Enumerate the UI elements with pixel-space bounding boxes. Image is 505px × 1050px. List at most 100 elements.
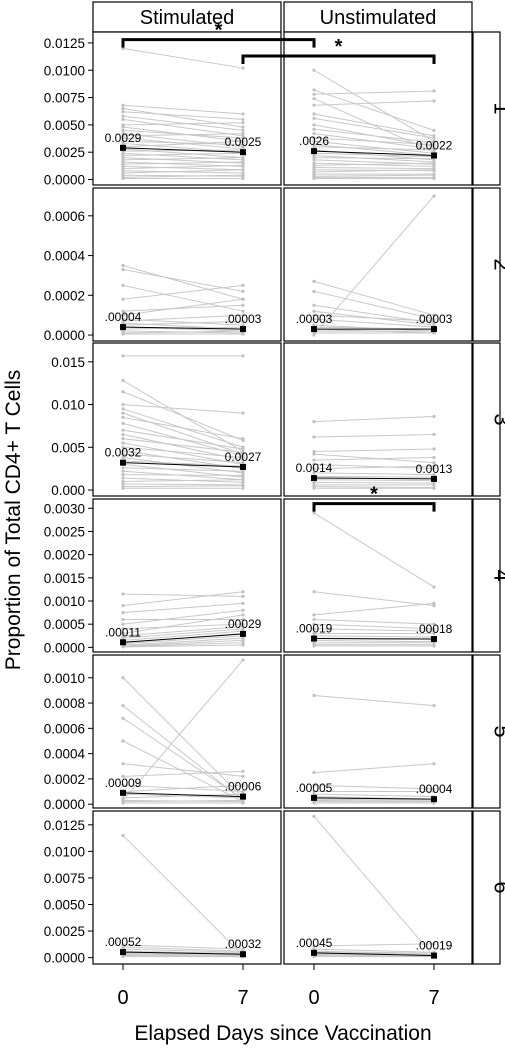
mean-label: 0.0029 [105,131,142,145]
subject-point [241,309,245,313]
mean-line [122,951,244,955]
subject-line [313,69,435,142]
y-tick-label: 0.0025 [44,524,85,539]
row-strip [472,654,501,809]
subject-line [122,129,244,139]
subject-line [313,140,435,154]
subject-point [432,168,436,172]
subject-point [432,789,436,794]
mean-label: 0.0013 [416,462,453,476]
mean-line [313,797,435,800]
subject-line [122,609,244,625]
mean-point [240,793,246,800]
mean-point [311,475,317,482]
y-axis-title: Proportion of Total CD4+ T Cells [2,370,25,671]
mean-line [313,477,435,480]
subject-line [313,951,435,955]
subject-line [122,169,244,174]
subject-point [121,833,125,838]
subject-line [313,152,435,158]
significance-bracket [121,38,316,48]
subject-line [122,47,244,69]
subject-point [432,473,436,477]
subject-line [122,152,244,156]
subject-line [122,320,244,326]
subject-point [121,486,125,490]
subject-point [121,469,125,473]
subject-line [122,602,244,614]
subject-line [122,479,244,482]
subject-point [432,142,436,147]
row-strip-label: 4 [490,569,505,581]
y-tick-label: 0.0002 [44,288,85,303]
subject-point [432,627,436,631]
subject-point [312,313,316,317]
subject-point [121,153,125,158]
subject-line [122,642,244,647]
subject-point [312,801,316,805]
subject-line [122,152,244,161]
subject-point [312,944,316,948]
subject-point [121,297,125,301]
subject-line [313,479,435,482]
mean-label: .00029 [225,617,262,631]
subject-point [432,455,436,460]
significance-bracket [241,54,436,65]
subject-line [122,740,244,803]
subject-point [312,176,316,181]
subject-point [241,134,245,138]
mean-line [313,150,435,156]
subject-line [122,140,244,146]
y-tick-label: 0.0100 [44,63,85,78]
mean-point [431,952,437,959]
subject-point [312,770,316,775]
subject-point [312,435,316,439]
subject-point [241,636,245,640]
subject-point [241,297,245,301]
subject-point [121,796,125,800]
subject-line [122,630,244,641]
subject-line [313,591,435,607]
subject-point [121,622,125,626]
subject-point [121,132,125,136]
subject-line [313,619,435,625]
subject-line [122,460,244,467]
subject-line [313,137,435,146]
row-strip-label: 3 [490,413,505,425]
subject-line [122,593,244,597]
subject-point [121,162,125,166]
subject-point [121,171,125,175]
subject-point [241,617,245,622]
y-tick-label: 0.0020 [44,548,85,563]
subject-point [121,125,125,129]
subject-line [122,637,244,646]
subject-line [122,165,244,171]
subject-point [241,139,245,143]
subject-point [241,125,245,129]
x-tick-label: 7 [237,987,248,1009]
subject-point [432,483,436,487]
subject-point [241,112,245,116]
subject-line [122,591,244,607]
subject-point [241,461,245,465]
row-strip-label: 2 [490,258,505,270]
subject-line [122,485,244,488]
subject-line [122,404,244,414]
subject-point [312,279,316,283]
mean-label: .00009 [105,776,142,790]
subject-point [121,645,125,649]
subject-point [312,132,316,136]
mean-line [122,633,244,643]
subject-point [241,156,245,160]
subject-line [313,457,435,461]
subject-line [122,635,244,645]
subject-point [432,432,436,437]
plot-area: StimulatedUnstimulated10.00000.00250.005… [44,1,505,1009]
subject-point [241,142,245,147]
x-tick-label: 0 [117,987,128,1009]
subject-point [121,432,125,437]
row-strip-label: 6 [490,881,505,893]
subject-line [122,948,244,953]
subject-point [432,631,436,636]
subject-point [432,194,436,198]
